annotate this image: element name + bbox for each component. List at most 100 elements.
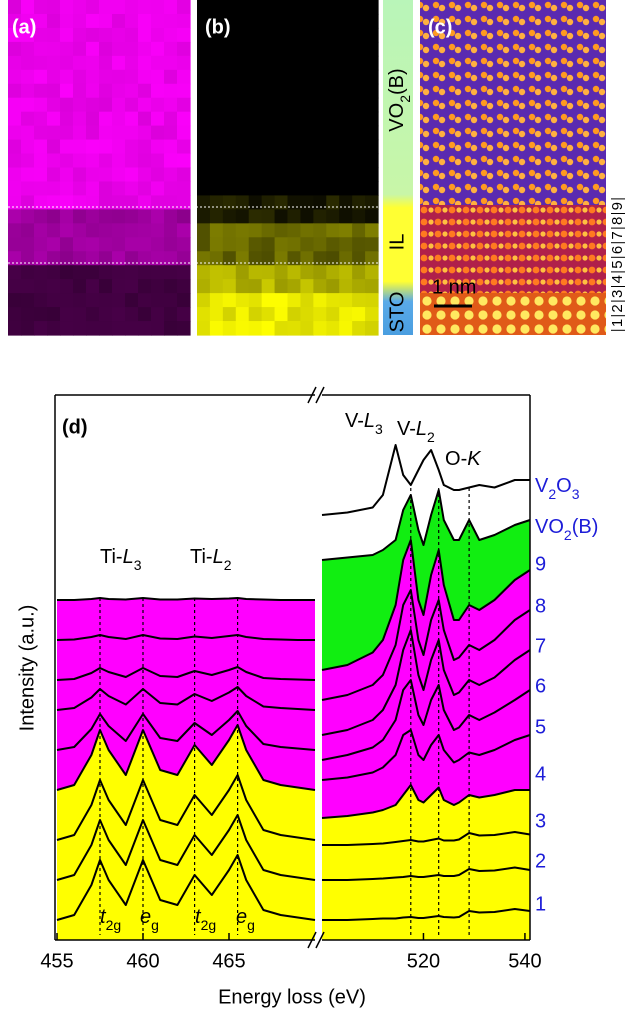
map-pixel [86,27,100,43]
map-pixel [209,237,224,252]
map-pixel [125,307,139,322]
map-pixel [8,41,22,57]
spectrum-line [56,724,316,791]
spectrum-line [321,539,531,671]
map-pixel [261,251,276,266]
map-pixel [274,139,289,155]
map-pixel [60,279,74,294]
map-pixel [326,265,340,280]
map-pixel [73,195,87,210]
map-pixel [21,265,35,280]
map-pixel [99,41,113,57]
map-pixel [287,139,302,155]
map-pixel [209,251,224,266]
map-pixel [352,265,366,280]
panel-label: (d) [62,416,88,438]
map-pixel [261,181,276,197]
map-pixel [287,181,302,197]
layer-number: 4 [609,275,626,283]
map-pixel [60,167,74,183]
map-pixel [73,167,87,183]
map-pixel [300,55,314,71]
map-pixel [197,139,211,155]
map-pixel [261,321,276,336]
map-pixel [60,251,74,266]
map-pixel [313,153,327,169]
map-pixel [197,153,211,169]
map-pixel [235,111,250,127]
map-pixel [248,279,263,294]
map-pixel [34,27,48,43]
map-pixel [34,321,48,336]
map-pixel [164,139,178,155]
map-pixel [209,293,224,308]
map-pixel [99,69,113,85]
map-pixel [125,293,139,308]
map-pixel [73,321,87,336]
map-pixel [352,181,366,197]
map-pixel [34,111,48,127]
map-pixel [339,83,353,99]
map-pixel [86,251,100,266]
map-pixel [352,251,366,266]
map-pixel [138,167,152,183]
map-pixel [164,83,178,99]
map-pixel [235,265,250,280]
spectrum-line [322,831,531,846]
layer-number: 2 [609,304,626,312]
map-pixel [60,321,74,336]
map-pixel [125,0,139,15]
map-pixel [138,125,152,141]
map-pixel [125,27,139,43]
peak-annotation: Ti-L3 [100,546,142,572]
map-pixel [300,41,314,57]
peak-annotation: eg [140,906,159,932]
map-pixel [235,13,250,29]
map-pixel [339,97,353,113]
peak-annotation: eg [236,906,255,932]
map-pixel [235,209,250,224]
map-pixel [197,251,211,266]
map-pixel [287,195,302,210]
map-pixel [313,125,327,141]
map-pixel [326,55,340,71]
map-pixel [209,0,224,15]
spectrum-line [56,666,316,681]
map-pixel [125,55,139,71]
spectrum-line [57,597,315,601]
map-pixel [47,195,61,210]
map-pixel [138,181,152,197]
map-pixel [352,125,366,141]
map-pixel [8,139,22,155]
map-pixel [209,279,224,294]
map-pixel [197,83,211,99]
map-pixel [8,111,22,127]
map-pixel [222,279,237,294]
eels-map-b [197,0,379,336]
map-pixel [60,125,74,141]
map-pixel [300,97,314,113]
spectrum-line [321,729,531,781]
map-pixel [21,195,35,210]
map-pixel [339,41,353,57]
map-pixel [222,27,237,43]
map-pixel [287,251,302,266]
map-pixel [261,83,276,99]
map-pixel [47,0,61,15]
map-pixel [125,321,139,336]
map-pixel [164,13,178,29]
map-pixel [60,97,74,113]
map-pixel [300,13,314,29]
map-pixel [47,209,61,224]
map-pixel [86,97,100,113]
map-pixel [352,97,366,113]
layer-number: 9 [609,202,626,210]
map-pixel [326,83,340,99]
map-pixel [339,279,353,294]
map-pixel [177,125,191,141]
map-pixel [365,111,379,127]
map-pixel [47,41,61,57]
map-pixel [248,195,263,210]
